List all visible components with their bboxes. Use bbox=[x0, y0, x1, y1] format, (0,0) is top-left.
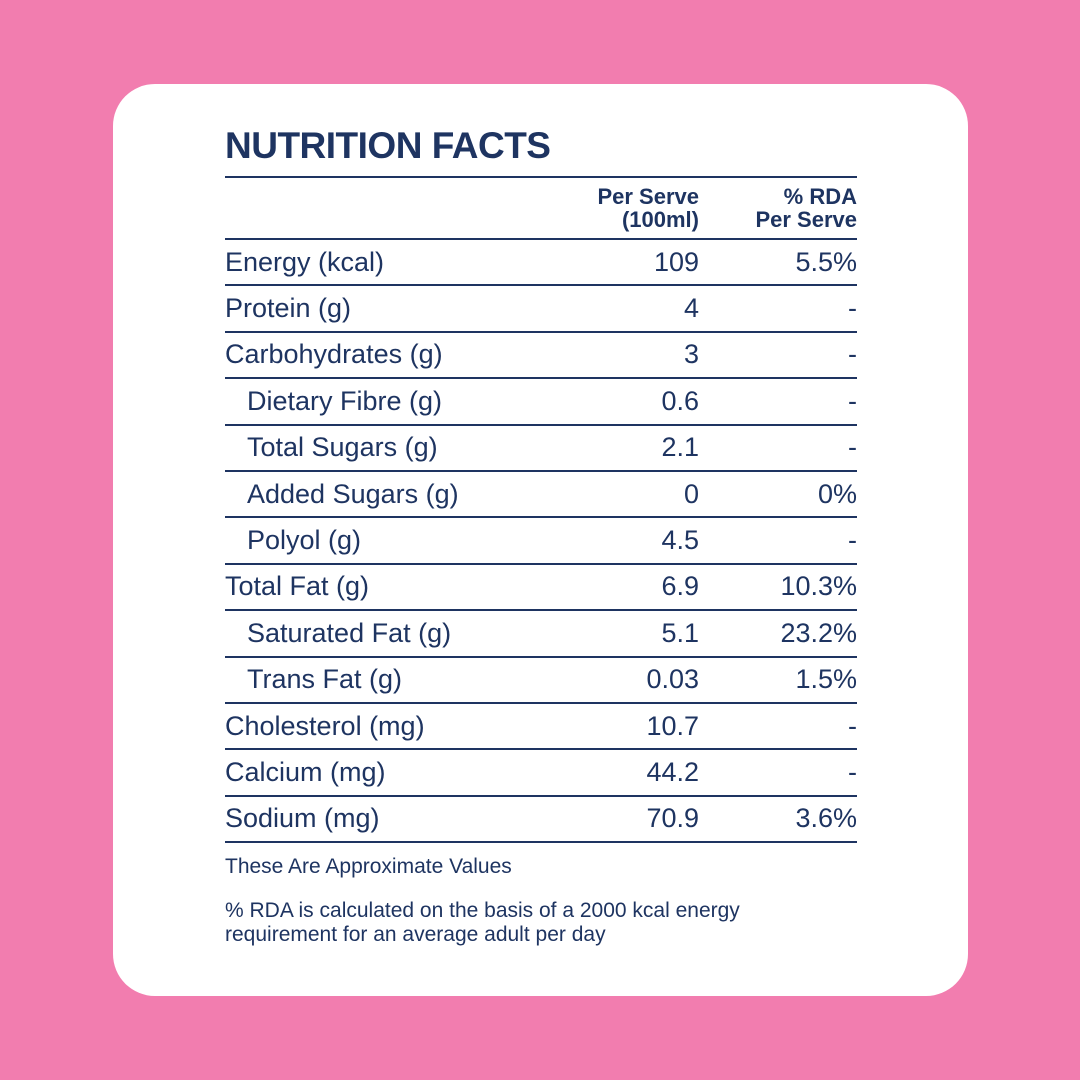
row-label: Sodium (mg) bbox=[225, 803, 380, 834]
table-row-total-sugars: Total Sugars (g) 2.1 - bbox=[225, 426, 857, 472]
nutrition-card: NUTRITION FACTS Per Serve (100ml) % RDA … bbox=[113, 84, 968, 996]
header-per-serve-line2: (100ml) bbox=[621, 207, 699, 232]
row-value: 70.9 bbox=[646, 803, 699, 834]
row-label: Total Fat (g) bbox=[225, 571, 370, 602]
row-rda: 10.3% bbox=[780, 571, 857, 602]
rda-footnote: % RDA is calculated on the basis of a 20… bbox=[225, 899, 740, 947]
header-rda-line2: Per Serve bbox=[755, 207, 857, 232]
table-row-dietary-fibre: Dietary Fibre (g) 0.6 - bbox=[225, 379, 857, 426]
nutrition-title: NUTRITION FACTS bbox=[225, 124, 857, 178]
header-rda: % RDA Per Serve bbox=[699, 178, 857, 238]
row-label: Added Sugars (g) bbox=[247, 478, 459, 509]
table-row-protein: Protein (g) 4 - bbox=[225, 286, 857, 333]
row-value: 0 bbox=[683, 478, 699, 509]
row-rda: 1.5% bbox=[795, 664, 857, 695]
header-spacer bbox=[225, 178, 519, 238]
row-value: 10.7 bbox=[646, 710, 699, 741]
row-rda: - bbox=[848, 339, 857, 370]
row-label: Energy (kcal) bbox=[225, 246, 385, 277]
row-label: Protein (g) bbox=[225, 293, 352, 324]
row-value: 44.2 bbox=[646, 756, 699, 787]
row-value: 4 bbox=[683, 293, 699, 324]
row-label: Total Sugars (g) bbox=[247, 432, 438, 463]
row-value: 0.6 bbox=[661, 385, 699, 416]
row-label: Trans Fat (g) bbox=[247, 664, 403, 695]
nutrition-panel: NUTRITION FACTS Per Serve (100ml) % RDA … bbox=[225, 124, 857, 947]
row-rda: - bbox=[848, 432, 857, 463]
row-rda: - bbox=[848, 293, 857, 324]
table-row-saturated-fat: Saturated Fat (g) 5.1 23.2% bbox=[225, 611, 857, 658]
row-rda: - bbox=[848, 525, 857, 556]
approximate-values-note: These Are Approximate Values bbox=[225, 855, 512, 879]
table-row-polyol: Polyol (g) 4.5 - bbox=[225, 518, 857, 565]
row-label: Calcium (mg) bbox=[225, 756, 386, 787]
row-label: Polyol (g) bbox=[247, 525, 362, 556]
table-row-calcium: Calcium (mg) 44.2 - bbox=[225, 750, 857, 797]
header-rda-line1: % RDA bbox=[783, 184, 857, 209]
row-rda: 0% bbox=[817, 478, 857, 509]
row-label: Dietary Fibre (g) bbox=[247, 385, 443, 416]
header-per-serve-line1: Per Serve bbox=[597, 184, 699, 209]
row-rda: - bbox=[848, 756, 857, 787]
row-value: 109 bbox=[653, 246, 699, 277]
row-value: 5.1 bbox=[661, 617, 699, 648]
row-value: 6.9 bbox=[661, 571, 699, 602]
table-row-energy: Energy (kcal) 109 5.5% bbox=[225, 240, 857, 287]
row-rda: 23.2% bbox=[780, 617, 857, 648]
table-row-sodium: Sodium (mg) 70.9 3.6% bbox=[225, 797, 857, 844]
row-label: Carbohydrates (g) bbox=[225, 339, 443, 370]
header-per-serve: Per Serve (100ml) bbox=[519, 178, 699, 238]
row-rda: 5.5% bbox=[795, 246, 857, 277]
table-header: Per Serve (100ml) % RDA Per Serve bbox=[225, 178, 857, 240]
table-row-carbohydrates: Carbohydrates (g) 3 - bbox=[225, 333, 857, 380]
row-rda: 3.6% bbox=[795, 803, 857, 834]
row-rda: - bbox=[848, 385, 857, 416]
row-label: Cholesterol (mg) bbox=[225, 710, 425, 741]
row-value: 0.03 bbox=[646, 664, 699, 695]
row-rda: - bbox=[848, 710, 857, 741]
table-row-trans-fat: Trans Fat (g) 0.03 1.5% bbox=[225, 658, 857, 704]
table-row-total-fat: Total Fat (g) 6.9 10.3% bbox=[225, 565, 857, 612]
row-value: 3 bbox=[683, 339, 699, 370]
row-label: Saturated Fat (g) bbox=[247, 617, 452, 648]
row-value: 4.5 bbox=[661, 525, 699, 556]
table-row-added-sugars: Added Sugars (g) 0 0% bbox=[225, 472, 857, 519]
row-value: 2.1 bbox=[661, 432, 699, 463]
table-row-cholesterol: Cholesterol (mg) 10.7 - bbox=[225, 704, 857, 751]
